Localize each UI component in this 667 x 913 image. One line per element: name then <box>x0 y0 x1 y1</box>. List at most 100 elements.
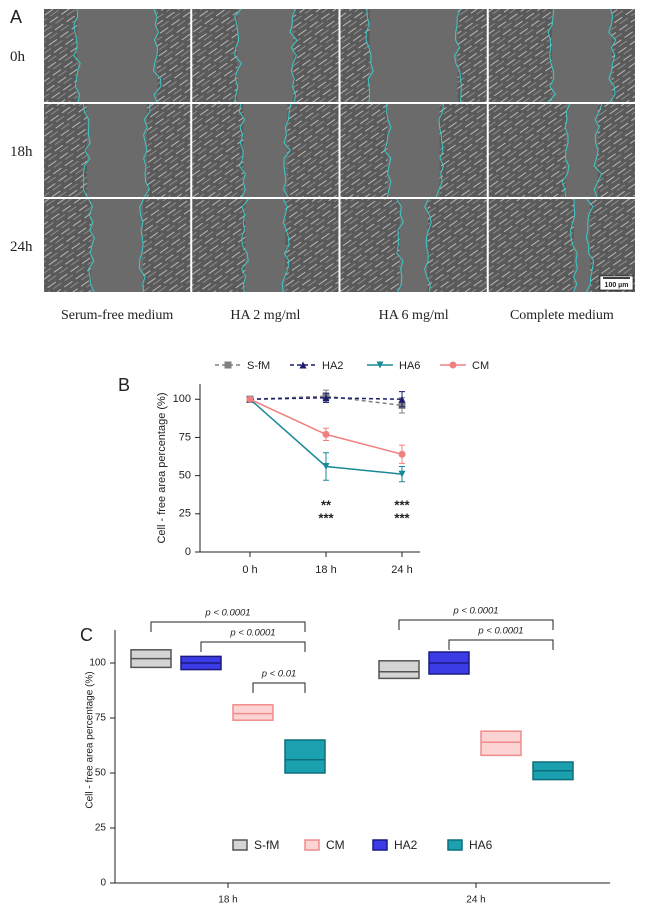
wound-gap <box>245 199 286 292</box>
wound-edge <box>435 103 445 198</box>
wound-edge <box>281 198 290 293</box>
wound-edge <box>365 8 374 103</box>
legend-label: CM <box>472 360 489 372</box>
bracket <box>252 682 306 693</box>
wound-edge <box>570 199 578 293</box>
x-tick-label: 18 h <box>315 564 336 576</box>
data-point <box>398 470 406 478</box>
y-tick-label: 25 <box>95 823 107 834</box>
series-line <box>249 396 403 401</box>
wound-edge <box>593 103 603 198</box>
p-value: p < 0.0001 <box>204 608 250 619</box>
data-point <box>449 361 457 369</box>
wound-edge <box>454 8 462 103</box>
column-label: Complete medium <box>510 308 614 323</box>
y-axis-label: Cell - free area percentage (%) <box>156 392 168 543</box>
legend-label: CM <box>326 838 345 852</box>
wound-gap <box>387 104 440 197</box>
row-label: 0h <box>10 49 26 65</box>
micrograph <box>488 104 635 197</box>
significance-mark: *** <box>394 497 410 512</box>
y-tick-label: 0 <box>185 546 191 558</box>
wound-edge <box>608 8 617 103</box>
data-point <box>246 395 254 403</box>
wound-gap <box>573 199 590 292</box>
scale-bar-box <box>599 275 634 291</box>
x-tick-label: 24 h <box>466 895 485 906</box>
y-tick-label: 0 <box>100 878 106 889</box>
wound-edge <box>547 8 557 103</box>
column-label: HA 6 mg/ml <box>379 308 449 323</box>
wound-gap <box>565 104 598 197</box>
legend-label: HA2 <box>394 838 418 852</box>
panel-label: B <box>118 375 130 395</box>
scale-bar-label: 100 µm <box>605 282 629 289</box>
wound-edge <box>585 198 595 293</box>
wound-edge <box>88 198 95 293</box>
wound-edge <box>424 198 432 293</box>
row-label: 24h <box>10 239 33 255</box>
panel-label: C <box>80 625 93 645</box>
bracket <box>398 619 554 630</box>
series-line <box>249 398 403 455</box>
y-tick-label: 25 <box>179 508 191 520</box>
significance-mark: *** <box>318 510 334 525</box>
wound-edge <box>82 103 91 198</box>
p-value: p < 0.0001 <box>452 606 498 617</box>
legend-label: HA2 <box>322 360 343 372</box>
wound-edge <box>289 8 298 103</box>
x-tick-label: 0 h <box>242 564 257 576</box>
x-tick-label: 18 h <box>218 895 237 906</box>
range-box <box>284 739 326 774</box>
bracket <box>150 621 306 632</box>
wound-gap <box>369 9 458 102</box>
range-box <box>378 660 420 680</box>
wound-gap <box>77 9 158 102</box>
bracket <box>200 641 306 652</box>
legend-label: HA6 <box>469 838 493 852</box>
data-point <box>322 430 330 438</box>
legend-label: S-fM <box>254 838 279 852</box>
wound-edge <box>283 103 292 198</box>
wound-edge <box>138 198 146 293</box>
legend-label: S-fM <box>247 360 270 372</box>
p-value: p < 0.01 <box>261 669 297 680</box>
wound-gap <box>237 9 294 102</box>
y-tick-label: 50 <box>95 768 107 779</box>
legend-swatch <box>304 839 320 851</box>
significance-mark: ** <box>321 497 332 512</box>
wound-edge <box>142 103 151 198</box>
wound-edge <box>73 8 81 103</box>
wound-edge <box>238 103 246 198</box>
legend-label: HA6 <box>399 360 420 372</box>
wound-gap <box>243 104 288 197</box>
y-tick-label: 75 <box>95 713 107 724</box>
legend-swatch <box>372 839 388 851</box>
legend-swatch <box>447 839 463 851</box>
wound-gap <box>551 9 612 102</box>
wound-gap <box>399 199 428 292</box>
legend-swatch <box>232 839 248 851</box>
wound-gap <box>87 104 148 197</box>
x-tick-label: 24 h <box>391 564 412 576</box>
range-box <box>232 704 274 721</box>
data-point <box>398 450 406 458</box>
data-point <box>322 394 330 402</box>
column-label: Serum-free medium <box>61 308 173 323</box>
panel-label: A <box>10 7 22 27</box>
y-tick-label: 100 <box>89 658 106 669</box>
series-line <box>249 395 403 407</box>
column-label: HA 2 mg/ml <box>230 308 300 323</box>
significance-mark: *** <box>394 510 410 525</box>
data-point <box>376 361 384 369</box>
bracket <box>448 639 554 650</box>
data-point <box>322 462 330 470</box>
row-label: 18h <box>10 144 33 160</box>
data-point <box>224 361 232 369</box>
wound-edge <box>384 103 392 198</box>
data-point <box>299 361 307 369</box>
wound-edge <box>240 198 249 293</box>
wound-edge <box>152 8 162 103</box>
p-value: p < 0.0001 <box>229 628 275 639</box>
